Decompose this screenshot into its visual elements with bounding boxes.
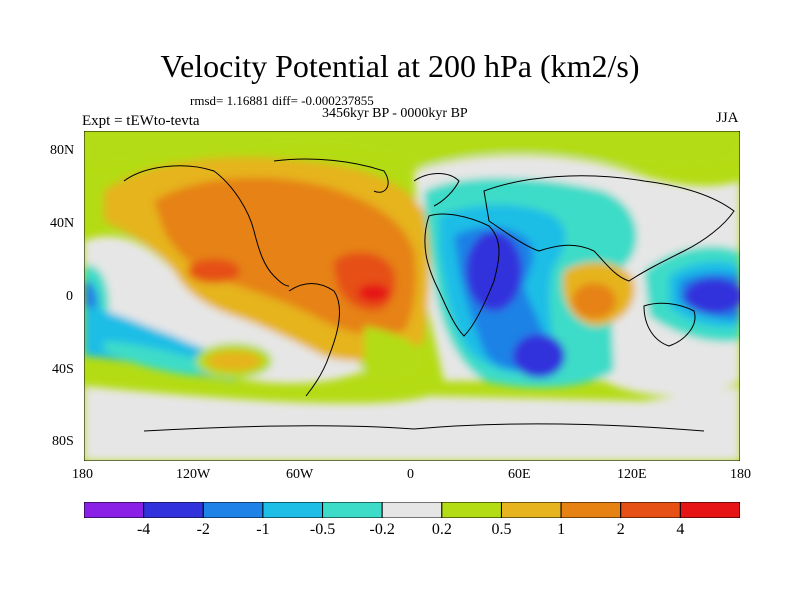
lon-label-60e: 60E: [508, 467, 531, 482]
lat-label-0: 0: [66, 289, 73, 304]
colorbar-box: [679, 502, 740, 518]
lat-label-40s: 40S: [52, 362, 74, 377]
colorbar-box: [262, 502, 324, 518]
colorbar-label: 0.5: [491, 521, 512, 538]
colorbar-box: [381, 502, 443, 518]
colorbar-label: 4: [676, 521, 685, 538]
colorbar-label: -4: [136, 521, 151, 538]
colorbar-box: [441, 502, 502, 518]
colorbar-box: [560, 502, 622, 518]
lon-label-180w: 180: [72, 467, 93, 482]
colorbar: [84, 502, 740, 518]
colorbar-label: 0.2: [431, 521, 452, 538]
lat-label-80s: 80S: [52, 434, 74, 449]
colorbar-label: -1: [256, 521, 270, 538]
season-label: JJA: [716, 110, 739, 126]
lat-label-40n: 40N: [50, 216, 75, 231]
lon-label-60w: 60W: [286, 467, 314, 482]
colorbar-label: 1: [557, 521, 566, 538]
colorbar-box: [322, 502, 383, 518]
colorbar-label: 2: [616, 521, 625, 538]
experiment-label: Expt = tEWto-tevta: [82, 113, 200, 129]
colorbar-label: -0.5: [309, 521, 336, 538]
lon-label-120e: 120E: [617, 467, 647, 482]
lat-label-80n: 80N: [50, 143, 75, 158]
contour-field: [84, 131, 740, 461]
coastlines: [123, 158, 735, 432]
map-title: Velocity Potential at 200 hPa (km2/s): [160, 48, 640, 84]
colorbar-box: [500, 502, 562, 518]
colorbar-box: [84, 502, 145, 518]
stats-line: rmsd= 1.16881 diff= -0.000237855: [190, 93, 374, 108]
lon-label-0: 0: [407, 467, 414, 482]
velocity-potential-map: [84, 131, 740, 461]
colorbar-label: -0.2: [369, 521, 395, 538]
lon-label-120w: 120W: [176, 467, 211, 482]
colorbar-box: [143, 502, 204, 518]
colorbar-box: [202, 502, 264, 518]
period-label: 3456kyr BP - 0000kyr BP: [322, 106, 468, 121]
lon-label-180e: 180: [730, 467, 751, 482]
colorbar-label: -2: [196, 521, 210, 538]
colorbar-box: [620, 502, 681, 518]
